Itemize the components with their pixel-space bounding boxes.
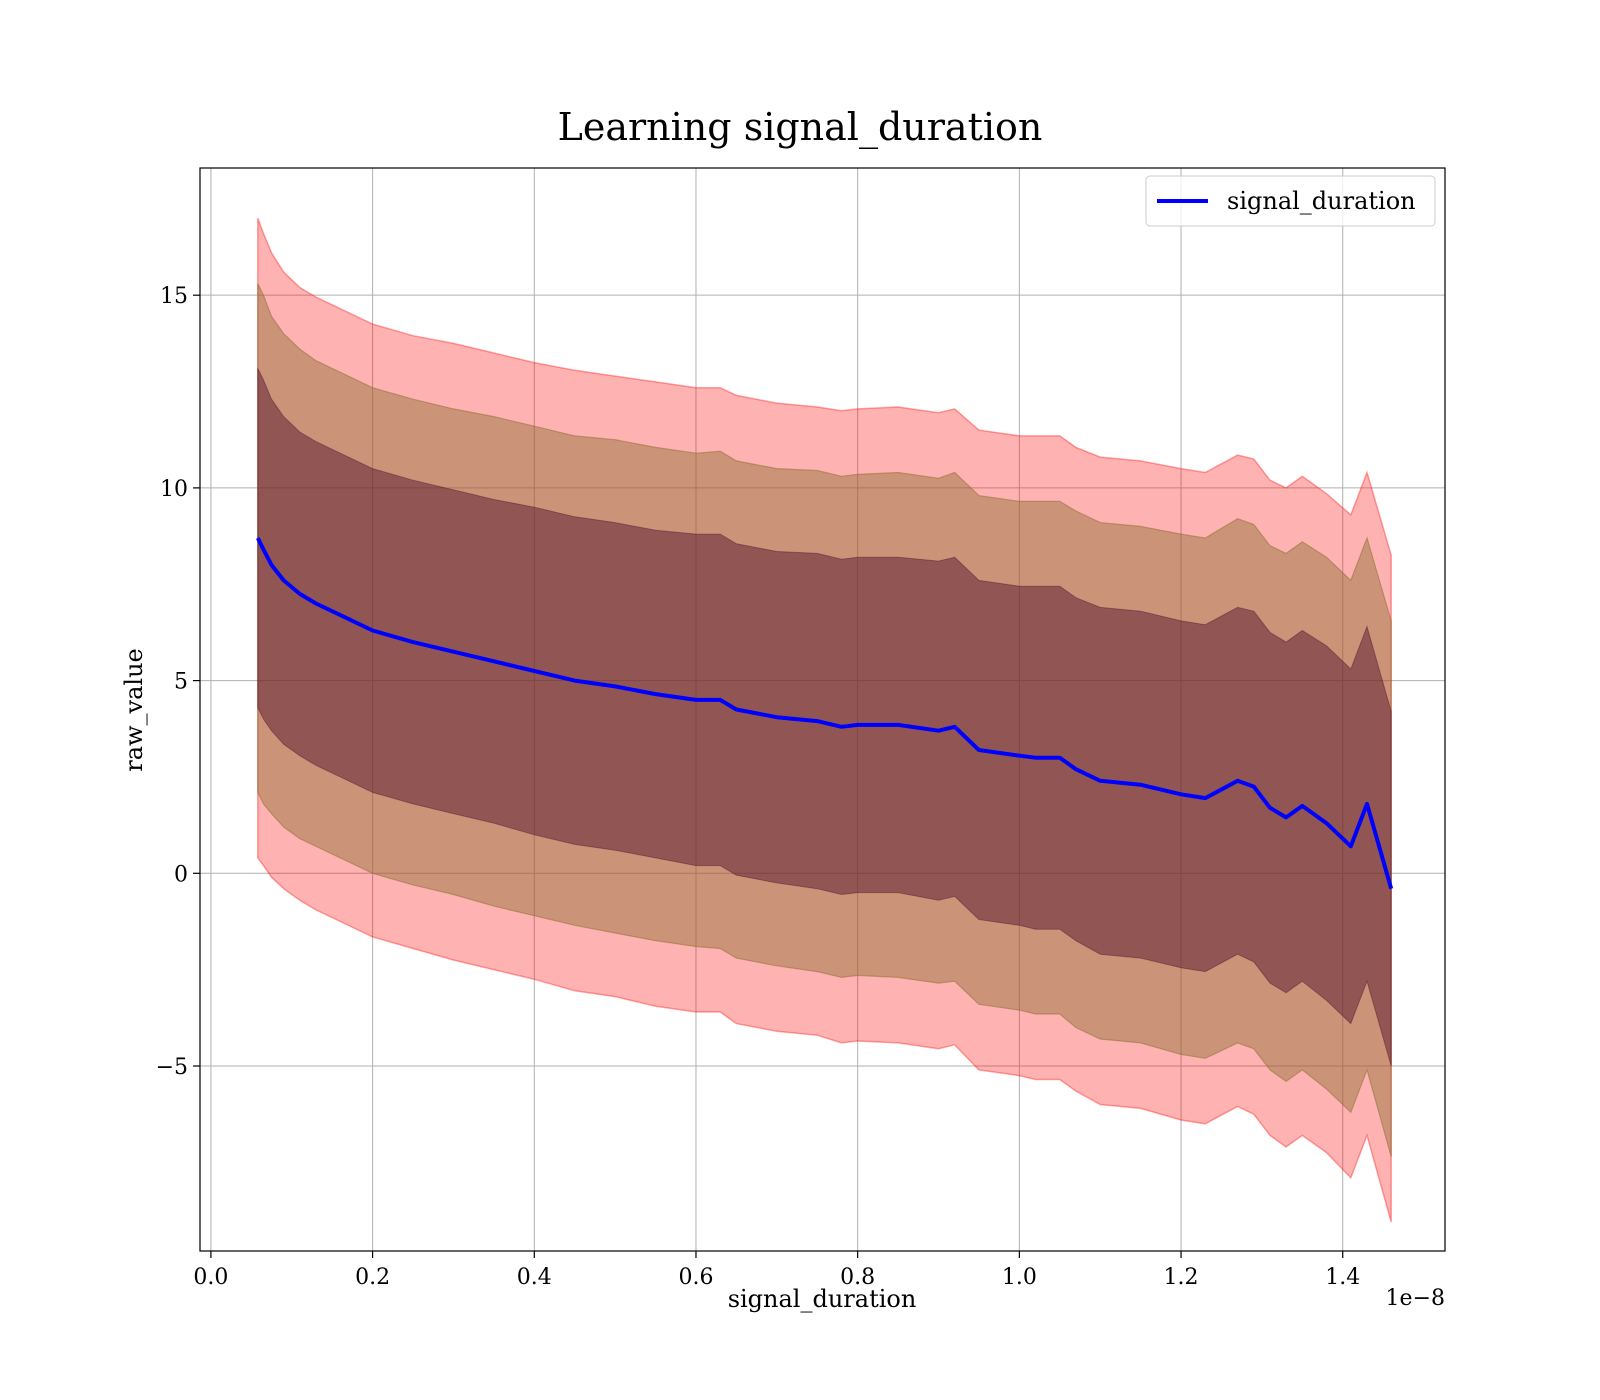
line-layer [256,537,1394,890]
legend-label: signal_duration [1227,187,1416,215]
outer-band-2std [257,217,1392,1223]
x-axis-label: signal_duration [728,1285,917,1313]
x-tick-label: 1.4 [1325,1265,1360,1290]
y-tick-label: −5 [156,1055,188,1080]
x-tick-label: 0.4 [517,1265,552,1290]
y-tick-label: 15 [160,284,188,309]
band-layer [257,217,1392,1223]
x-tick-label: 0.8 [840,1265,875,1290]
middle-band-1-5std [257,283,1392,1157]
grid-layer [200,168,1445,1251]
x-tick-label: 0.0 [193,1265,228,1290]
y-tick-label: 10 [160,477,188,502]
y-tick-label: 5 [174,670,188,695]
x-tick-label: 0.6 [678,1265,713,1290]
chart-title: Learning signal_duration [558,105,1043,150]
inner-band-1std [257,368,1392,1067]
y-axis-ticks: −5 0 5 10 15 [156,284,200,1080]
y-tick-label: 0 [174,862,188,887]
x-tick-label: 0.2 [355,1265,390,1290]
legend: signal_duration [1145,175,1436,227]
series-line-signal-duration [256,537,1394,890]
legend-box [1145,175,1436,227]
y-axis-label: raw_value [120,648,148,772]
plot-frame [199,167,1446,1252]
x-axis-ticks: 0.0 0.2 0.4 0.6 0.8 1.0 1.2 1.4 [193,1251,1360,1290]
x-axis-offset-label: 1e−8 [1386,1286,1445,1311]
x-tick-label: 1.2 [1164,1265,1199,1290]
x-tick-label: 1.0 [1002,1265,1037,1290]
